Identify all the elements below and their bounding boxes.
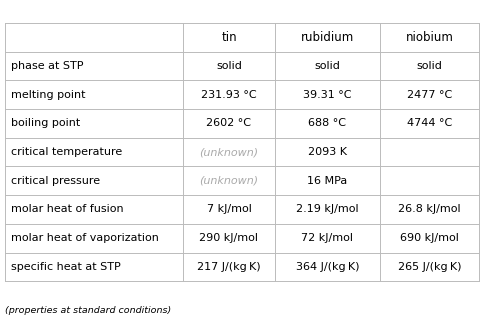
Text: melting point: melting point <box>11 90 85 100</box>
Text: 364 J/(kg K): 364 J/(kg K) <box>296 262 359 272</box>
Text: 2602 °C: 2602 °C <box>207 118 252 129</box>
Text: 688 °C: 688 °C <box>308 118 347 129</box>
Text: 16 MPa: 16 MPa <box>307 176 348 186</box>
Text: 690 kJ/mol: 690 kJ/mol <box>400 233 459 243</box>
Text: 72 kJ/mol: 72 kJ/mol <box>302 233 353 243</box>
Text: 39.31 °C: 39.31 °C <box>303 90 352 100</box>
Text: 7 kJ/mol: 7 kJ/mol <box>207 204 251 215</box>
Text: 2477 °C: 2477 °C <box>407 90 452 100</box>
Text: 217 J/(kg K): 217 J/(kg K) <box>197 262 261 272</box>
Text: 290 kJ/mol: 290 kJ/mol <box>199 233 258 243</box>
Text: critical temperature: critical temperature <box>11 147 122 157</box>
Text: niobium: niobium <box>406 31 454 44</box>
Text: 4744 °C: 4744 °C <box>407 118 452 129</box>
Text: 26.8 kJ/mol: 26.8 kJ/mol <box>398 204 461 215</box>
Text: specific heat at STP: specific heat at STP <box>11 262 121 272</box>
Text: molar heat of vaporization: molar heat of vaporization <box>11 233 159 243</box>
Text: 231.93 °C: 231.93 °C <box>201 90 257 100</box>
Text: solid: solid <box>216 61 242 71</box>
Text: solid: solid <box>315 61 340 71</box>
Text: tin: tin <box>221 31 237 44</box>
Text: rubidium: rubidium <box>301 31 354 44</box>
Text: critical pressure: critical pressure <box>11 176 100 186</box>
Text: 2093 K: 2093 K <box>308 147 347 157</box>
Text: boiling point: boiling point <box>11 118 80 129</box>
Text: (unknown): (unknown) <box>199 176 258 186</box>
Text: phase at STP: phase at STP <box>11 61 83 71</box>
Text: 2.19 kJ/mol: 2.19 kJ/mol <box>296 204 359 215</box>
Text: molar heat of fusion: molar heat of fusion <box>11 204 123 215</box>
Text: (unknown): (unknown) <box>199 147 258 157</box>
Text: (properties at standard conditions): (properties at standard conditions) <box>5 306 171 315</box>
Text: solid: solid <box>416 61 442 71</box>
Text: 265 J/(kg K): 265 J/(kg K) <box>398 262 461 272</box>
